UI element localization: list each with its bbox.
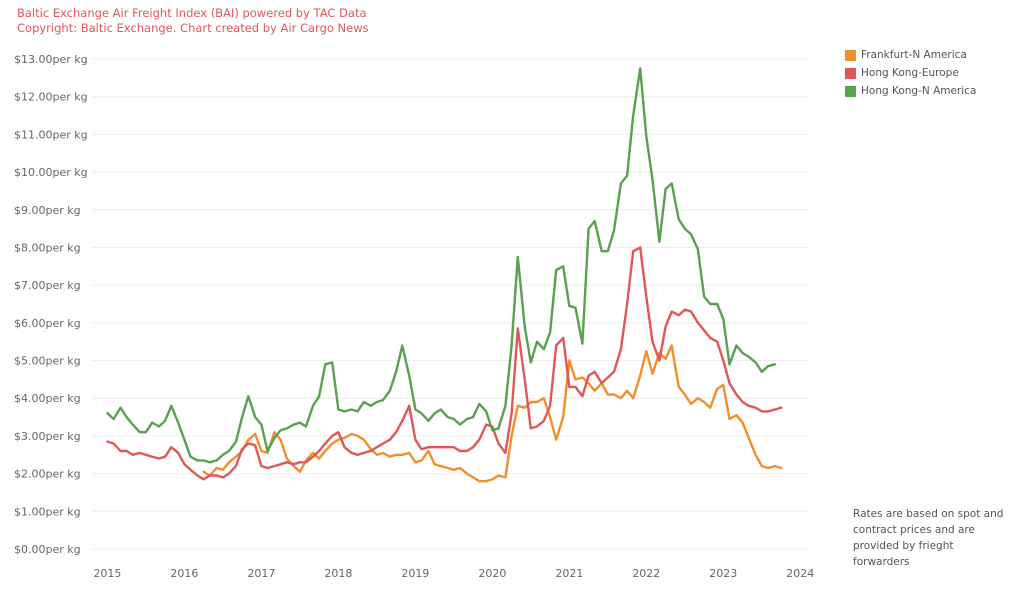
x-tick-label-2019: 2019 (401, 567, 429, 580)
x-tick-label-2021: 2021 (555, 567, 583, 580)
footnote: Rates are based on spot and contract pri… (853, 508, 1004, 568)
y-tick-label-13: $13.00per kg (14, 53, 88, 66)
y-tick-label-6: $6.00per kg (14, 317, 81, 330)
legend-label-hk-europe: Hong Kong-Europe (861, 67, 959, 79)
y-tick-label-1: $1.00per kg (14, 505, 81, 518)
series-line-frankfurt-n-america (202, 344, 783, 483)
legend-swatch-hk-namerica (845, 85, 856, 97)
legend: Frankfurt-N America Hong Kong-Europe Hon… (845, 46, 976, 100)
y-tick-label-2: $2.00per kg (14, 468, 81, 481)
y-tick-label-3: $3.00per kg (14, 430, 81, 443)
legend-item-frankfurt[interactable]: Frankfurt-N America (845, 46, 976, 64)
x-tick-label-2024: 2024 (786, 567, 814, 580)
y-tick-label-5: $5.00per kg (14, 355, 81, 368)
legend-label-frankfurt: Frankfurt-N America (861, 49, 967, 61)
y-tick-label-9: $9.00per kg (14, 204, 81, 217)
y-tick-label-11: $11.00per kg (14, 128, 88, 141)
y-tick-label-4: $4.00per kg (14, 392, 81, 405)
y-tick-label-10: $10.00per kg (14, 166, 88, 179)
chart-subtitle: Copyright: Baltic Exchange. Chart create… (17, 21, 369, 35)
y-tick-label-0: $0.00per kg (14, 543, 81, 556)
x-tick-label-2018: 2018 (324, 567, 352, 580)
x-tick-label-2017: 2017 (247, 567, 275, 580)
series-line-hong-kong-n-america (106, 67, 777, 464)
x-tick-label-2016: 2016 (170, 567, 198, 580)
legend-item-hk-namerica[interactable]: Hong Kong-N America (845, 82, 976, 100)
chart-title-block: Baltic Exchange Air Freight Index (BAI) … (17, 6, 369, 36)
x-tick-label-2015: 2015 (93, 567, 121, 580)
y-tick-label-7: $7.00per kg (14, 279, 81, 292)
series-line-hong-kong-europe (106, 246, 783, 481)
y-tick-label-12: $12.00per kg (14, 91, 88, 104)
legend-item-hk-europe[interactable]: Hong Kong-Europe (845, 64, 976, 82)
x-tick-label-2020: 2020 (478, 567, 506, 580)
x-tick-label-2023: 2023 (709, 567, 737, 580)
legend-label-hk-namerica: Hong Kong-N America (861, 85, 977, 97)
legend-swatch-frankfurt (845, 49, 856, 61)
x-tick-label-2022: 2022 (632, 567, 660, 580)
legend-swatch-hk-europe (845, 67, 856, 79)
chart-title: Baltic Exchange Air Freight Index (BAI) … (17, 6, 367, 20)
y-tick-label-8: $8.00per kg (14, 241, 81, 254)
